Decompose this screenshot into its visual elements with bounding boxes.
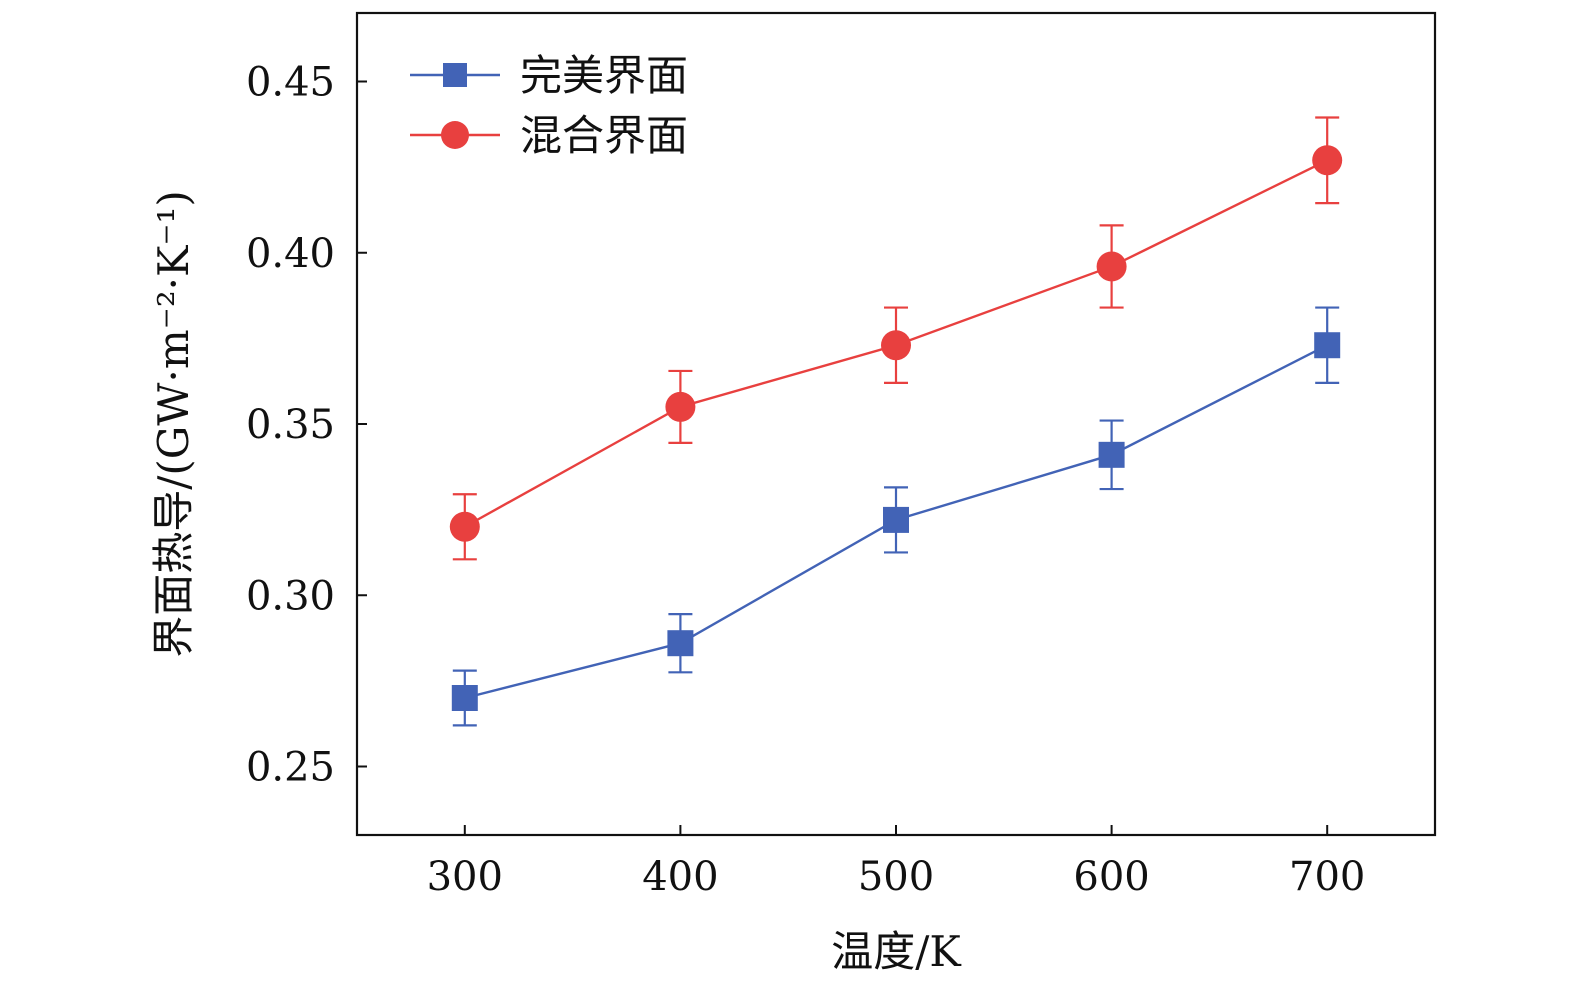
x-axis-title: 温度/K	[831, 927, 962, 976]
plot-frame	[355, 11, 1437, 837]
data-point-square	[451, 685, 478, 711]
y-tick-label: 0.35	[246, 402, 335, 448]
legend-item: 完美界面	[410, 51, 688, 100]
x-tick-label: 600	[1073, 854, 1149, 900]
y-tick-label: 0.40	[246, 231, 335, 277]
x-tick-label: 300	[427, 854, 503, 900]
series-square	[451, 306, 1341, 727]
x-tick-label: 700	[1289, 854, 1365, 900]
legend-label: 完美界面	[520, 51, 688, 100]
series-circle	[449, 116, 1343, 561]
data-point-square	[1314, 332, 1341, 359]
y-tick-label: 0.45	[246, 60, 335, 106]
data-point-square	[883, 506, 909, 533]
data-point-circle	[1312, 145, 1343, 176]
legend-item: 混合界面	[410, 111, 688, 160]
y-axis-ticks: 0.25 0.30 0.35 0.40 0.45	[246, 60, 367, 791]
series-layer	[449, 116, 1343, 727]
data-point-square	[1098, 441, 1125, 468]
data-point-circle	[665, 391, 696, 422]
y-tick-label: 0.30	[246, 573, 335, 619]
legend-label: 混合界面	[520, 111, 688, 160]
x-tick-label: 500	[858, 854, 934, 900]
legend-marker-square	[443, 63, 467, 87]
x-tick-label: 400	[642, 854, 718, 900]
x-axis-ticks: 300 400 500 600 700	[427, 825, 1365, 900]
data-point-circle	[881, 330, 911, 361]
legend-marker-circle	[441, 121, 469, 149]
data-point-square	[667, 630, 694, 657]
y-axis-title: 界面热导/(GW·m⁻²·K⁻¹)	[149, 190, 198, 658]
data-point-circle	[1096, 251, 1127, 282]
y-tick-label: 0.25	[246, 745, 335, 791]
data-point-circle	[449, 511, 480, 542]
